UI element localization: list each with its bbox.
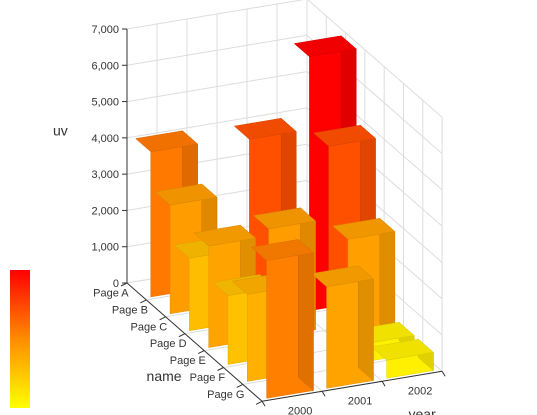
name-axis-title: name: [147, 368, 182, 384]
bar-layer: [135, 35, 434, 399]
bar-top-face[interactable]: [332, 218, 396, 240]
name-tick-label: Page B: [112, 304, 148, 316]
bar-side-face[interactable]: [298, 238, 314, 392]
bar[interactable]: [250, 238, 314, 399]
year-axis-line: [262, 370, 443, 402]
name-tick-mark: [217, 367, 224, 371]
name-tick-mark: [120, 282, 128, 287]
bar-side-face[interactable]: [358, 265, 374, 382]
axis-layer: [120, 28, 446, 407]
bar[interactable]: [310, 265, 374, 389]
bar-top-face[interactable]: [154, 183, 218, 206]
name-tick-mark: [178, 333, 186, 338]
uv-tick-label: 0: [113, 278, 119, 290]
bar-top-face[interactable]: [193, 224, 257, 247]
bar-top-face[interactable]: [370, 338, 434, 361]
uv-tick-label: 1,000: [91, 242, 119, 254]
year-tick-mark: [261, 401, 266, 407]
year-tick-mark: [321, 391, 326, 397]
visual-map-gradient[interactable]: [10, 270, 30, 408]
name-tick-mark: [140, 299, 147, 304]
bar-top-face[interactable]: [135, 130, 199, 153]
year-tick-mark: [441, 371, 446, 377]
name-tick-label: Page D: [150, 338, 187, 350]
uv-axis-title: uv: [53, 123, 68, 139]
year-tick-mark: [381, 381, 386, 387]
name-tick-mark: [159, 316, 166, 321]
bar-top-face[interactable]: [310, 265, 374, 287]
label-layer: 0 1,000 2,000 3,000 4,000 5,000 6,000 7,000 Page…: [53, 24, 436, 415]
name-tick-mark: [197, 350, 205, 355]
uv-tick-label: 6,000: [91, 60, 119, 72]
name-tick-mark: [236, 383, 244, 388]
uv-tick-label: 3,000: [91, 169, 119, 181]
uv-tick-label: 4,000: [91, 133, 119, 145]
name-tick-label: Page A: [93, 287, 129, 299]
bar-top-face[interactable]: [293, 35, 357, 57]
uv-tick-label: 7,000: [91, 24, 119, 36]
year-tick-label: 2000: [288, 405, 312, 415]
bar-top-face[interactable]: [233, 118, 297, 140]
name-tick-label: Page G: [207, 389, 244, 401]
year-tick-label: 2002: [408, 385, 432, 397]
bar[interactable]: [370, 338, 434, 379]
name-tick-mark: [255, 400, 263, 405]
bar-side-face[interactable]: [379, 217, 396, 338]
uv-tick-label: 2,000: [91, 205, 119, 217]
grid-line-side: [307, 0, 443, 118]
bar-top-face[interactable]: [313, 124, 377, 147]
bar-top-face[interactable]: [253, 207, 317, 230]
name-tick-label: Page F: [190, 372, 226, 384]
year-axis-title: year: [408, 406, 436, 415]
bar-top-face[interactable]: [250, 239, 314, 261]
year-tick-label: 2001: [348, 395, 372, 407]
name-tick-label: Page C: [131, 321, 168, 333]
name-tick-label: Page E: [170, 355, 206, 367]
name-axis-line: [126, 282, 263, 402]
uv-tick-label: 5,000: [91, 97, 119, 109]
